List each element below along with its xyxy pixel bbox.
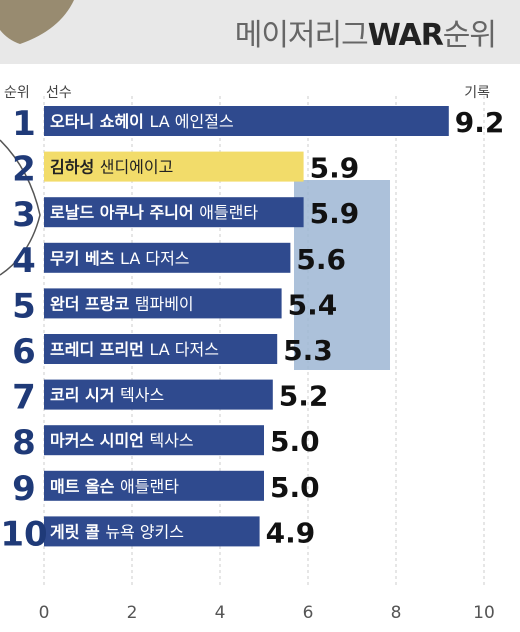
value-label: 5.4 bbox=[288, 288, 338, 321]
rank-label: 2 bbox=[12, 150, 36, 190]
corner-photo-decoration bbox=[0, 0, 74, 44]
player-label: 완더 프랑코 탬파베이 bbox=[50, 294, 194, 313]
player-label: 프레디 프리먼 LA 다저스 bbox=[50, 340, 219, 359]
value-label: 5.0 bbox=[270, 471, 320, 504]
value-label: 5.6 bbox=[296, 243, 346, 276]
player-name: 오타니 쇼헤이 bbox=[50, 112, 149, 131]
player-label: 오타니 쇼헤이 LA 에인절스 bbox=[50, 112, 234, 131]
player-name: 게릿 콜 bbox=[50, 522, 105, 541]
bar bbox=[44, 151, 304, 182]
player-name: 김하성 bbox=[50, 158, 100, 177]
team-name: 애틀랜타 bbox=[120, 477, 179, 496]
team-name: LA 다저스 bbox=[120, 249, 189, 268]
player-label: 마커스 시미언 텍사스 bbox=[50, 431, 194, 450]
x-tick-label: 2 bbox=[127, 603, 138, 623]
title-suffix: 순위 bbox=[442, 18, 497, 53]
value-label: 9.2 bbox=[455, 106, 505, 139]
player-outline-decoration bbox=[0, 139, 41, 276]
rank-label: 5 bbox=[12, 286, 36, 326]
bar bbox=[44, 242, 291, 273]
player-label: 코리 시거 텍사스 bbox=[50, 386, 164, 405]
team-name: 텍사스 bbox=[149, 431, 193, 450]
player-name: 코리 시거 bbox=[50, 386, 120, 405]
background-block-decoration bbox=[294, 180, 390, 370]
player-label: 게릿 콜 뉴욕 양키스 bbox=[50, 522, 184, 541]
player-label: 김하성 샌디에이고 bbox=[50, 158, 173, 177]
value-label: 5.9 bbox=[310, 197, 360, 230]
x-tick-label: 4 bbox=[215, 603, 226, 623]
team-name: LA 다저스 bbox=[149, 340, 218, 359]
title-prefix: 메이저리그 bbox=[234, 18, 369, 53]
value-label: 5.3 bbox=[283, 334, 333, 367]
team-name: 샌디에이고 bbox=[100, 158, 174, 177]
team-name: 애틀랜타 bbox=[199, 203, 258, 222]
bar bbox=[44, 334, 278, 364]
team-name: LA 에인절스 bbox=[149, 112, 233, 131]
rank-label: 8 bbox=[12, 423, 36, 463]
player-label: 로날드 아쿠나 주니어 애틀랜타 bbox=[50, 203, 258, 222]
rank-label: 1 bbox=[12, 104, 36, 144]
x-tick-label: 6 bbox=[303, 603, 314, 623]
chart-title: 메이저리그WAR순위 bbox=[234, 10, 497, 54]
bar bbox=[44, 197, 304, 228]
team-name: 텍사스 bbox=[120, 386, 164, 405]
team-name: 뉴욕 양키스 bbox=[105, 522, 184, 541]
x-tick-label: 0 bbox=[39, 603, 50, 623]
bar bbox=[44, 425, 264, 456]
value-label: 4.9 bbox=[266, 516, 316, 549]
rank-label: 9 bbox=[12, 469, 36, 509]
player-name: 마커스 시미언 bbox=[50, 431, 149, 450]
player-name: 완더 프랑코 bbox=[50, 294, 135, 313]
header-rank: 순위 bbox=[4, 85, 30, 101]
bar bbox=[44, 106, 449, 136]
bar bbox=[44, 470, 264, 501]
team-name: 탬파베이 bbox=[135, 294, 194, 313]
title-bold: WAR bbox=[367, 18, 444, 53]
player-name: 무키 베츠 bbox=[50, 249, 120, 268]
bar bbox=[44, 288, 282, 319]
header-player: 선수 bbox=[46, 85, 72, 101]
value-label: 5.2 bbox=[279, 380, 329, 413]
player-label: 무키 베츠 LA 다저스 bbox=[50, 249, 190, 268]
rank-label: 4 bbox=[12, 241, 36, 281]
rank-label: 7 bbox=[12, 378, 36, 418]
bar bbox=[44, 379, 273, 410]
value-label: 5.9 bbox=[310, 152, 360, 185]
player-name: 매트 올슨 bbox=[50, 477, 120, 496]
rank-label: 6 bbox=[12, 332, 36, 372]
player-name: 로날드 아쿠나 주니어 bbox=[50, 203, 199, 222]
bar bbox=[44, 516, 260, 547]
player-label: 매트 올슨 애틀랜타 bbox=[50, 477, 179, 496]
x-tick-label: 10 bbox=[473, 603, 495, 623]
rank-label: 10 bbox=[0, 514, 47, 554]
player-name: 프레디 프리먼 bbox=[50, 340, 149, 359]
value-label: 5.0 bbox=[270, 425, 320, 458]
title-band bbox=[0, 0, 520, 64]
rank-label: 3 bbox=[12, 195, 36, 235]
x-tick-label: 8 bbox=[391, 603, 402, 623]
